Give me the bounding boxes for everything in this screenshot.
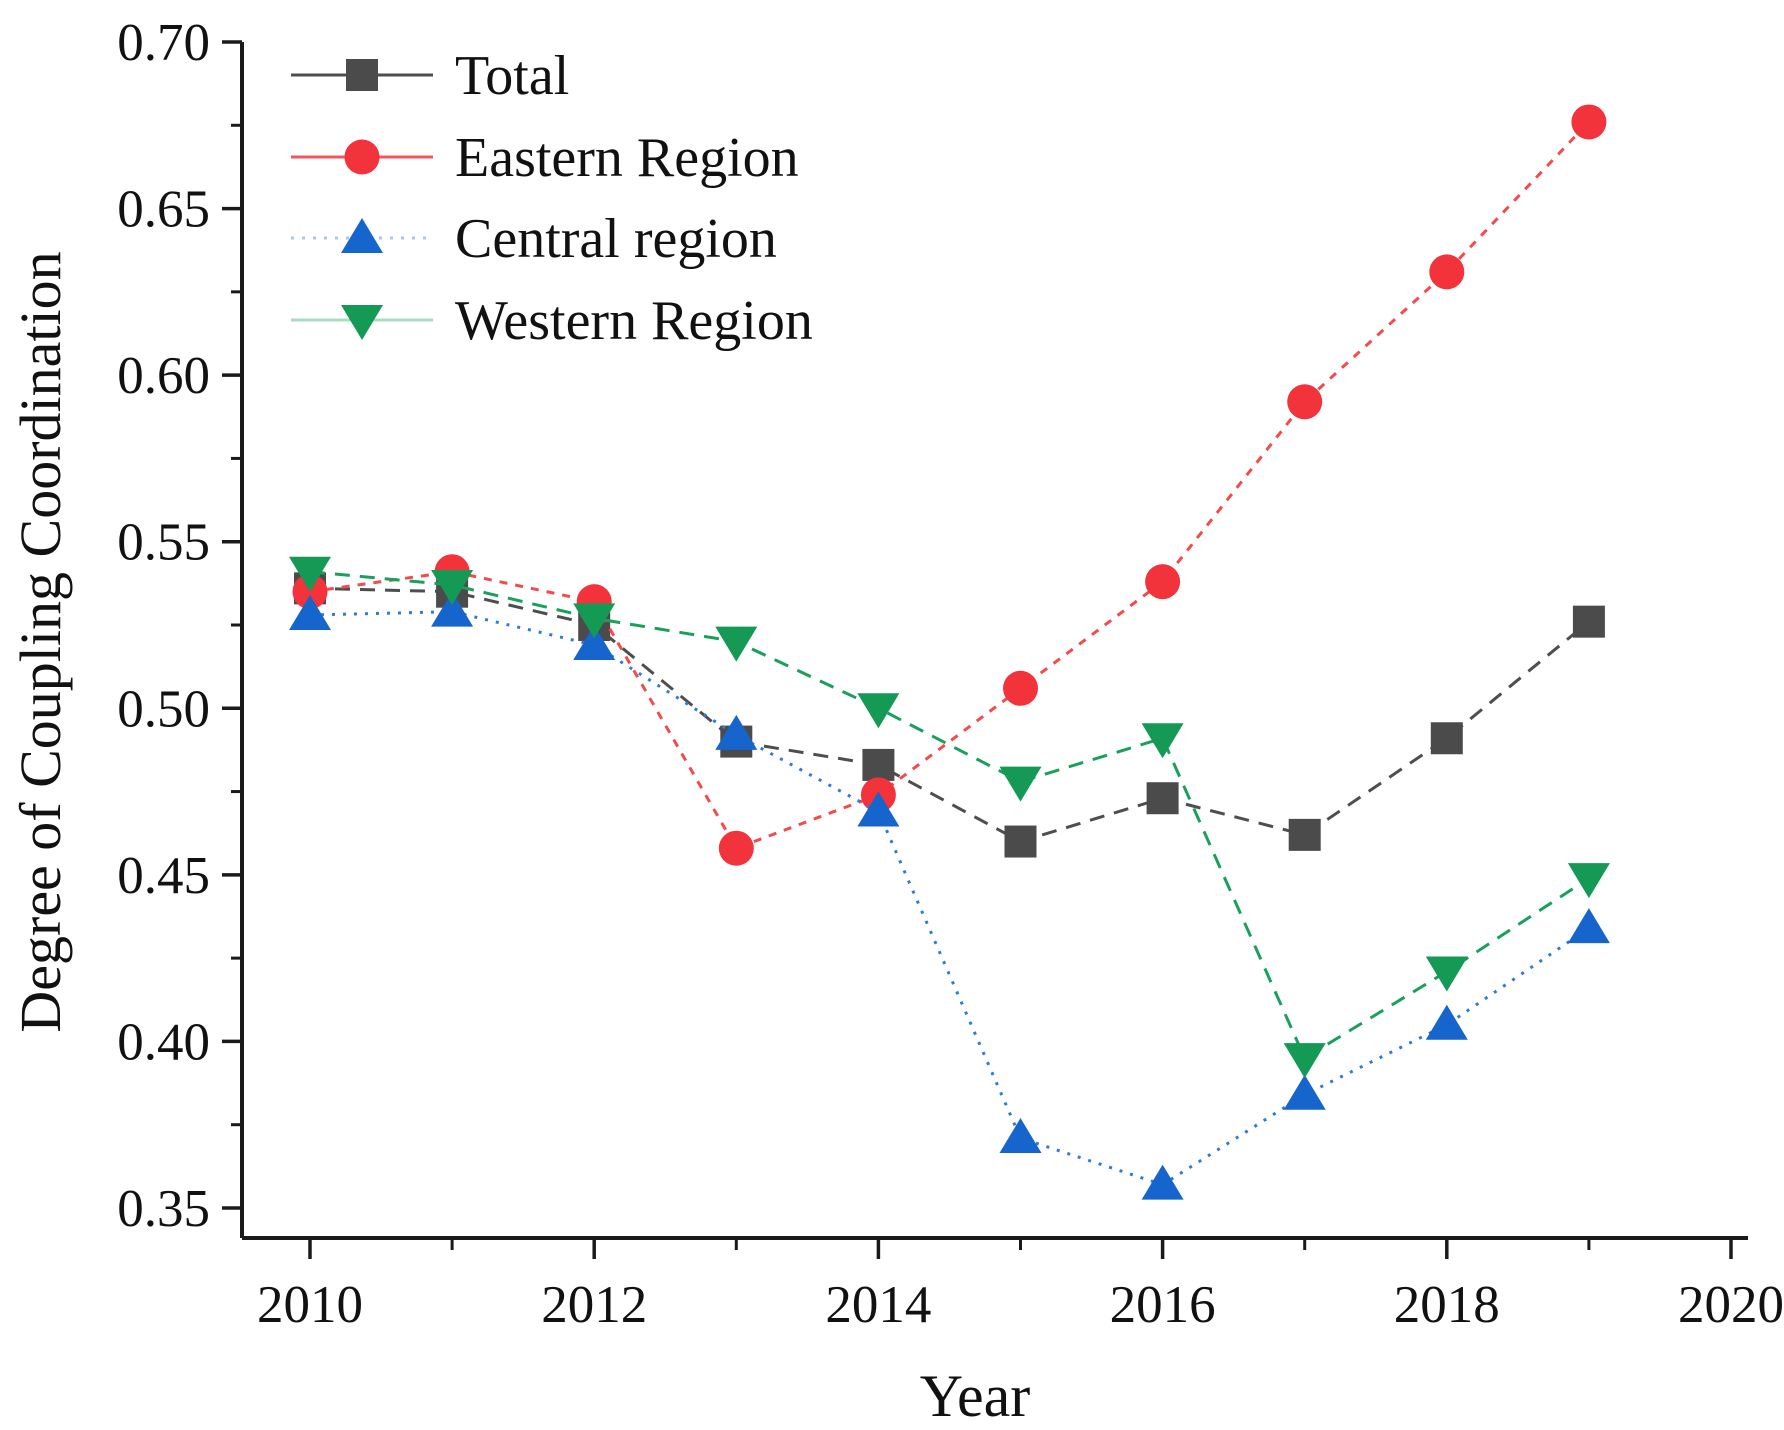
x-tick-label: 2020 — [1678, 1276, 1784, 1334]
y-tick-label: 0.70 — [117, 14, 210, 72]
y-tick-label: 0.40 — [117, 1013, 210, 1071]
legend-label: Total — [455, 45, 569, 107]
legend-item-central-region: Central region — [291, 208, 777, 270]
data-point-2010 — [289, 595, 331, 631]
y-tick-label: 0.60 — [117, 347, 210, 405]
data-point-2019 — [1567, 908, 1610, 944]
data-point-2014 — [857, 791, 900, 827]
data-point-2015 — [1004, 825, 1037, 858]
x-axis-title: Year — [920, 1363, 1031, 1429]
data-point-2013 — [715, 626, 758, 662]
data-point-2019 — [1571, 104, 1607, 140]
legend: Total Eastern Region Central region Western… — [291, 45, 813, 352]
legend-item-eastern-region: Eastern Region — [291, 127, 799, 189]
data-point-2010 — [289, 556, 331, 592]
legend-marker-circle — [344, 139, 380, 175]
legend-marker-square — [346, 59, 378, 91]
series-total — [294, 572, 1605, 858]
data-point-2017 — [1287, 384, 1323, 420]
series-line — [309, 610, 1590, 1187]
y-tick-label: 0.55 — [117, 514, 210, 572]
data-point-2018 — [1425, 1004, 1468, 1040]
legend-label: Eastern Region — [455, 127, 799, 189]
x-tick-label: 2014 — [825, 1276, 931, 1334]
data-point-2016 — [1141, 723, 1184, 759]
y-tick-label: 0.50 — [117, 680, 210, 738]
data-point-2017 — [1288, 818, 1321, 851]
data-point-2018 — [1425, 956, 1468, 992]
data-point-2019 — [1567, 863, 1610, 899]
legend-item-western-region: Western Region — [291, 290, 813, 352]
data-point-2014 — [862, 748, 895, 781]
data-point-2012 — [573, 603, 616, 639]
data-point-2013 — [715, 714, 758, 750]
data-point-2015 — [999, 766, 1042, 802]
x-tick-label: 2010 — [257, 1276, 363, 1334]
data-point-2016 — [1146, 782, 1179, 815]
y-axis-title: Degree of Coupling Coordination — [8, 251, 73, 1032]
x-tick-label: 2018 — [1394, 1276, 1500, 1334]
data-point-2013 — [718, 830, 754, 866]
legend-marker-triangle-down — [341, 305, 383, 340]
data-point-2011 — [431, 591, 474, 627]
x-tick-label: 2012 — [541, 1276, 647, 1334]
data-point-2016 — [1141, 1164, 1184, 1200]
legend-label: Western Region — [455, 290, 813, 352]
legend-label: Central region — [455, 208, 777, 270]
data-point-2015 — [999, 1118, 1042, 1154]
data-point-2018 — [1429, 254, 1465, 290]
series-western-region — [289, 556, 1610, 1079]
series-line — [309, 586, 1590, 844]
data-point-2017 — [1283, 1043, 1326, 1079]
data-point-2015 — [1003, 670, 1038, 706]
x-axis-ticks: 2010 2012 2014 2016 2018 2020 — [257, 1238, 1784, 1334]
y-axis-ticks: 0.35 0.40 0.45 0.50 0.55 0.60 0.65 0.70 — [117, 14, 242, 1238]
plot-area: 0.35 0.40 0.45 0.50 0.55 0.60 0.65 0.70 2010 2012… — [117, 14, 1784, 1334]
y-tick-label: 0.65 — [117, 181, 210, 239]
axes — [240, 42, 1748, 1240]
series-central-region — [289, 591, 1610, 1200]
legend-marker-triangle-up — [341, 218, 383, 253]
series-line — [309, 570, 1590, 1061]
data-point-2018 — [1430, 722, 1463, 755]
data-point-2011 — [431, 570, 474, 606]
data-point-2012 — [573, 624, 616, 660]
x-tick-label: 2016 — [1110, 1276, 1216, 1334]
data-point-2016 — [1145, 564, 1181, 600]
y-tick-label: 0.35 — [117, 1180, 210, 1238]
data-point-2019 — [1572, 605, 1605, 638]
legend-item-total: Total — [291, 45, 569, 107]
data-point-2014 — [857, 693, 900, 729]
data-point-2017 — [1283, 1074, 1326, 1110]
y-tick-label: 0.45 — [117, 847, 210, 905]
